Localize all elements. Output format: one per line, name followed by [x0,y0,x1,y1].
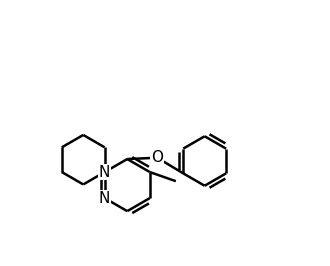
Text: N: N [99,165,110,180]
Text: O: O [151,150,163,165]
Text: N: N [99,191,110,206]
